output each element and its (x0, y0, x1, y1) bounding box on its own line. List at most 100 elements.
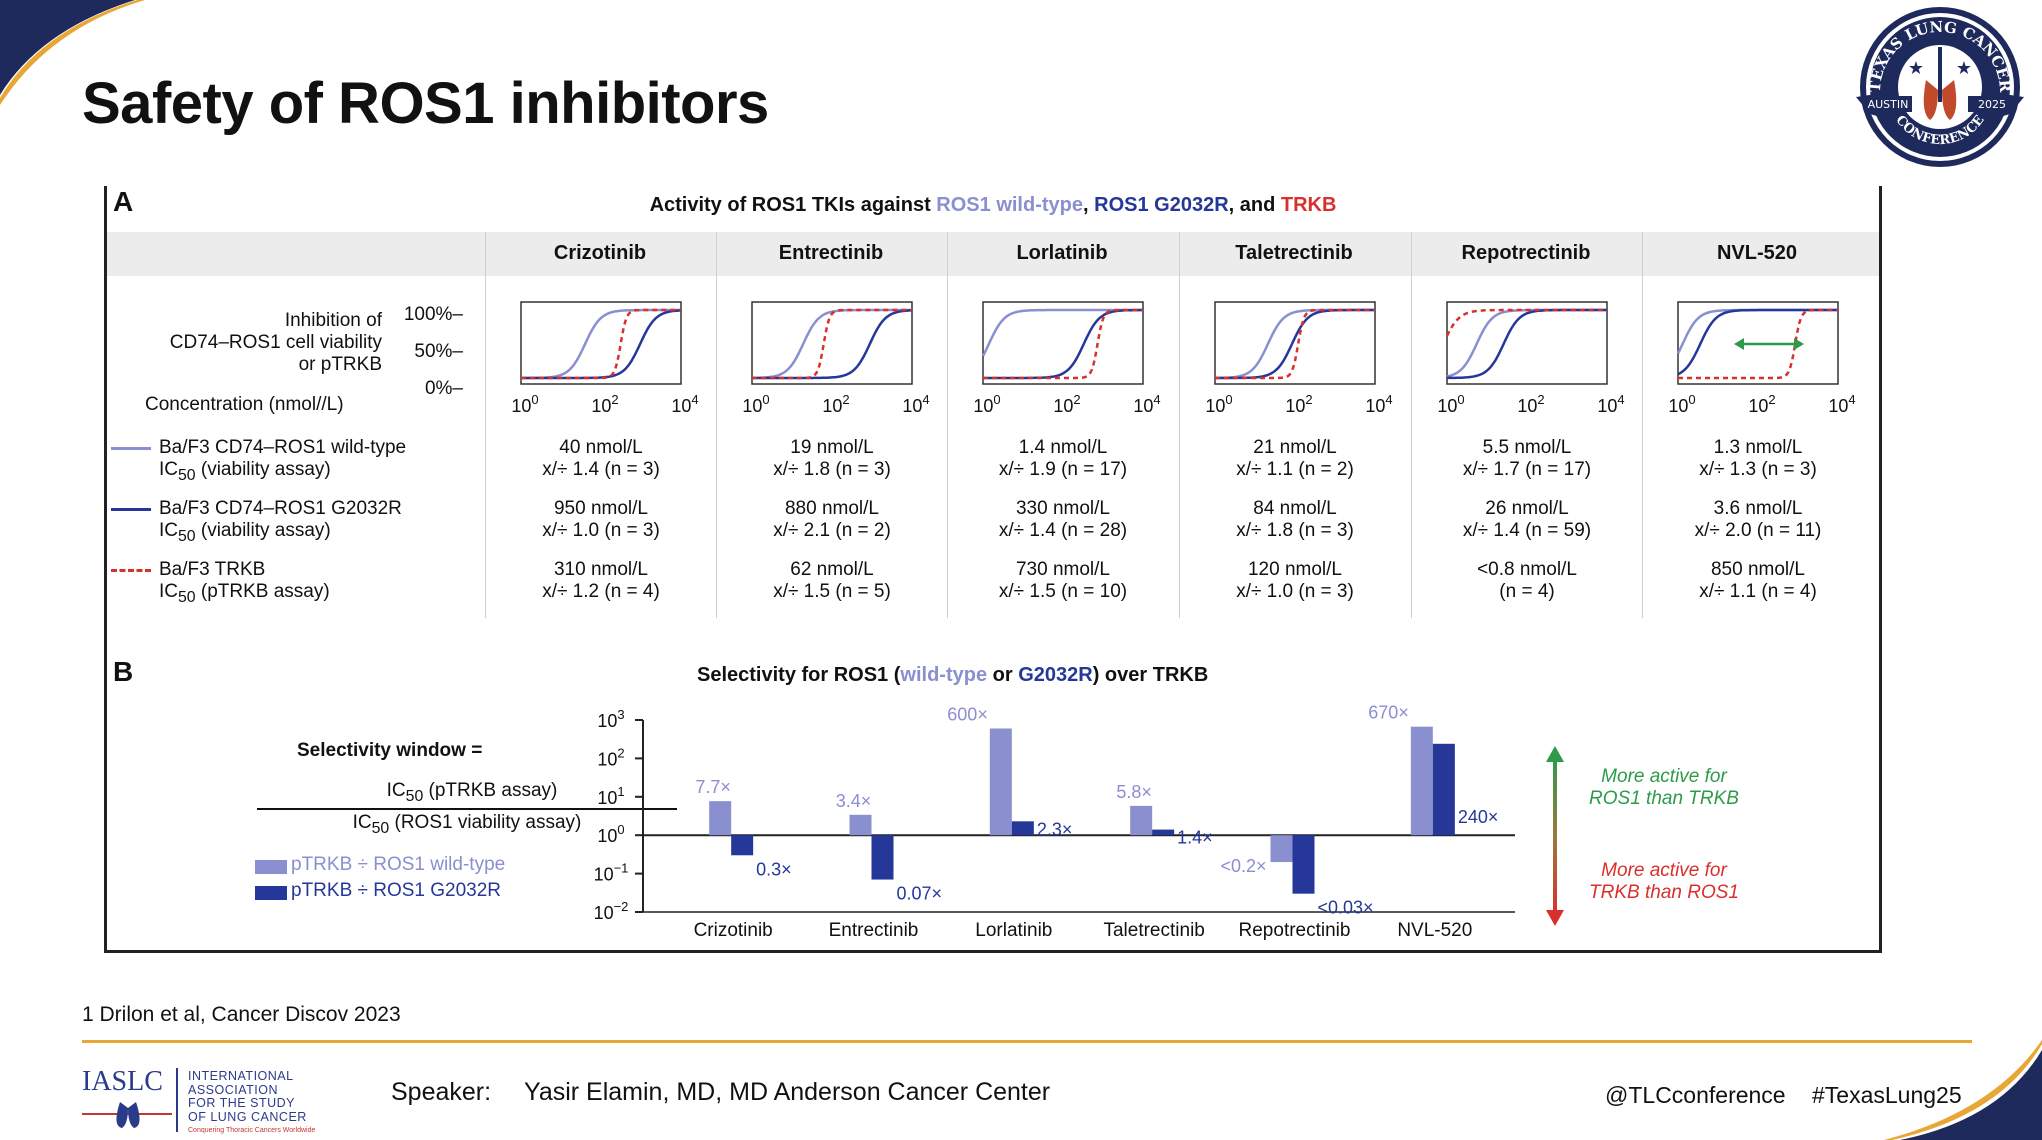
panel-a-title-part: , and (1228, 194, 1281, 216)
x-tick-label: 102 (591, 392, 618, 416)
panel-b-title-g2032r: G2032R (1018, 664, 1093, 686)
drug-header: Repotrectinib (1461, 242, 1591, 264)
ic50-ci: x/÷ 1.5 (n = 10) (998, 581, 1128, 602)
org-tagline: Conquering Thoracic Cancers Worldwide (188, 1127, 316, 1134)
ic50-value: <0.8 nmol/L (1477, 559, 1577, 580)
x-tick-label: 102 (1517, 392, 1544, 416)
ylabel-line: or pTRKB (298, 354, 382, 375)
speaker-name: Yasir Elamin, MD, MD Anderson Cancer Cen… (524, 1078, 1051, 1106)
ic50-value: 310 nmol/L (553, 559, 648, 580)
dose-response-curve-trkb (1215, 308, 1375, 380)
bar-wildtype (1410, 726, 1433, 836)
org-line: INTERNATIONAL (188, 1069, 294, 1083)
ic-text: IC (159, 581, 178, 602)
ic-subscript: 50 (371, 819, 390, 837)
ic50-cell: 26 nmol/L x/÷ 1.4 (n = 59) (1411, 498, 1643, 542)
bar-g2032r (1011, 821, 1034, 836)
ic50-ci: x/÷ 1.3 (n = 3) (1699, 459, 1817, 480)
bar-g2032r (1432, 743, 1455, 836)
y-tick-label: 10−1 (594, 861, 629, 885)
ic-subscript: 50 (405, 787, 424, 805)
column-divider (947, 232, 948, 618)
ic50-ci: x/÷ 1.0 (n = 3) (542, 520, 660, 541)
ytick-100: 100%– (403, 304, 463, 325)
panel-a-title-wildtype: ROS1 wild-type (936, 194, 1083, 216)
ic50-ci: x/÷ 2.0 (n = 11) (1694, 520, 1822, 541)
panel-b-title: Selectivity for ROS1 (wild-type or G2032… (697, 664, 1208, 687)
ic50-ci: x/÷ 1.4 (n = 28) (998, 520, 1128, 541)
panel-b-title-part: or (987, 664, 1019, 686)
ic50-value: 330 nmol/L (1015, 498, 1110, 519)
ic50-cell: <0.8 nmol/L (n = 4) (1411, 559, 1643, 603)
panel-a-letter: A (113, 186, 134, 217)
bar-g2032r (871, 835, 894, 880)
drug-header: NVL-520 (1716, 242, 1798, 264)
x-tick-label: 100 (1668, 392, 1695, 416)
ic50-ci: x/÷ 1.4 (n = 3) (542, 459, 660, 480)
row-label: Ba/F3 CD74–ROS1 G2032R IC50 (viability as… (159, 498, 402, 548)
x-category-label: NVL-520 (1397, 920, 1472, 941)
dose-response-curve-trkb (752, 308, 912, 380)
ic50-cell: 310 nmol/L x/÷ 1.2 (n = 4) (485, 559, 717, 603)
dose-response-curve-trkb (983, 308, 1143, 380)
ic50-value: 62 nmol/L (790, 559, 874, 580)
ic50-cell: 19 nmol/L x/÷ 1.8 (n = 3) (716, 437, 948, 481)
y-tick-label: 100 (597, 822, 624, 846)
corner-swoosh-top-left (0, 0, 145, 105)
lungs-icon (1923, 80, 1957, 120)
note-line: ROS1 than TRKB (1589, 788, 1739, 809)
ic50-cell: 950 nmol/L x/÷ 1.0 (n = 3) (485, 498, 717, 542)
y-tick-label: 101 (597, 784, 624, 808)
star-icon-left: ★ (1908, 58, 1924, 78)
curve-plot-frame (1446, 301, 1608, 385)
column-divider (716, 232, 717, 618)
x-tick-label: 100 (973, 392, 1000, 416)
guitar-neck-icon (1938, 47, 1942, 102)
dose-response-curve-trkb (1678, 308, 1838, 380)
drug-header: Lorlatinib (1016, 242, 1108, 264)
panel-a-title-trkb: TRKB (1280, 194, 1337, 216)
x-tick-label: 104 (1597, 392, 1624, 416)
ytick-0: 0%– (424, 378, 463, 399)
ic50-cell: 3.6 nmol/L x/÷ 2.0 (n = 11) (1642, 498, 1874, 542)
ic50-ci: x/÷ 1.1 (n = 4) (1699, 581, 1817, 602)
ic50-cell: 40 nmol/L x/÷ 1.4 (n = 3) (485, 437, 717, 481)
ic-subscript: 50 (178, 466, 196, 484)
drug-header: Taletrectinib (1235, 242, 1353, 264)
logo-divider (176, 1068, 178, 1132)
ic50-cell: 730 nmol/L x/÷ 1.5 (n = 10) (947, 559, 1179, 603)
x-tick-label: 102 (1285, 392, 1312, 416)
ic50-cell: 84 nmol/L x/÷ 1.8 (n = 3) (1179, 498, 1411, 542)
column-divider (1642, 232, 1643, 618)
panel-b-title-wildtype: wild-type (900, 664, 988, 686)
ytick-50: 50%– (414, 341, 463, 362)
dose-response-curve-g2032r (752, 309, 913, 380)
ic50-value: 880 nmol/L (784, 498, 879, 519)
dose-response-curve-trkb (1445, 308, 1607, 337)
row-legend-swatch (111, 569, 151, 572)
legend-label-wildtype: pTRKB ÷ ROS1 wild-type (291, 854, 506, 875)
panel-a-xlabel: Concentration (nmol//L) (145, 394, 344, 415)
arrowhead-icon (1734, 338, 1744, 350)
drug-header: Entrectinib (778, 242, 884, 264)
ylabel-line: Inhibition of (284, 310, 382, 331)
lungs-logo-icon (82, 1102, 172, 1128)
iaslc-logo: IASLC (82, 1066, 163, 1097)
bar-g2032r (1152, 829, 1175, 836)
row-label: Ba/F3 CD74–ROS1 wild-type IC50 (viability… (159, 437, 406, 487)
ic50-cell: 1.3 nmol/L x/÷ 1.3 (n = 3) (1642, 437, 1874, 481)
note-line: More active for (1601, 860, 1727, 881)
bar-wildtype (849, 814, 872, 836)
ylabel-line: CD74–ROS1 cell viability (169, 332, 382, 353)
footer-divider (82, 1040, 1972, 1043)
ic50-value: 730 nmol/L (1015, 559, 1110, 580)
x-category-label: Taletrectinib (1103, 920, 1204, 941)
bar-data-label: 2.3× (1037, 819, 1073, 839)
ic50-value: 5.5 nmol/L (1482, 437, 1572, 458)
ic50-cell: 120 nmol/L x/÷ 1.0 (n = 3) (1179, 559, 1411, 603)
org-line: OF LUNG CANCER (188, 1109, 307, 1124)
x-tick-label: 100 (742, 392, 769, 416)
ic50-value: 21 nmol/L (1253, 437, 1337, 458)
ic50-cell: 1.4 nmol/L x/÷ 1.9 (n = 17) (947, 437, 1179, 481)
panel-b-title-part: ) over TRKB (1092, 664, 1209, 686)
